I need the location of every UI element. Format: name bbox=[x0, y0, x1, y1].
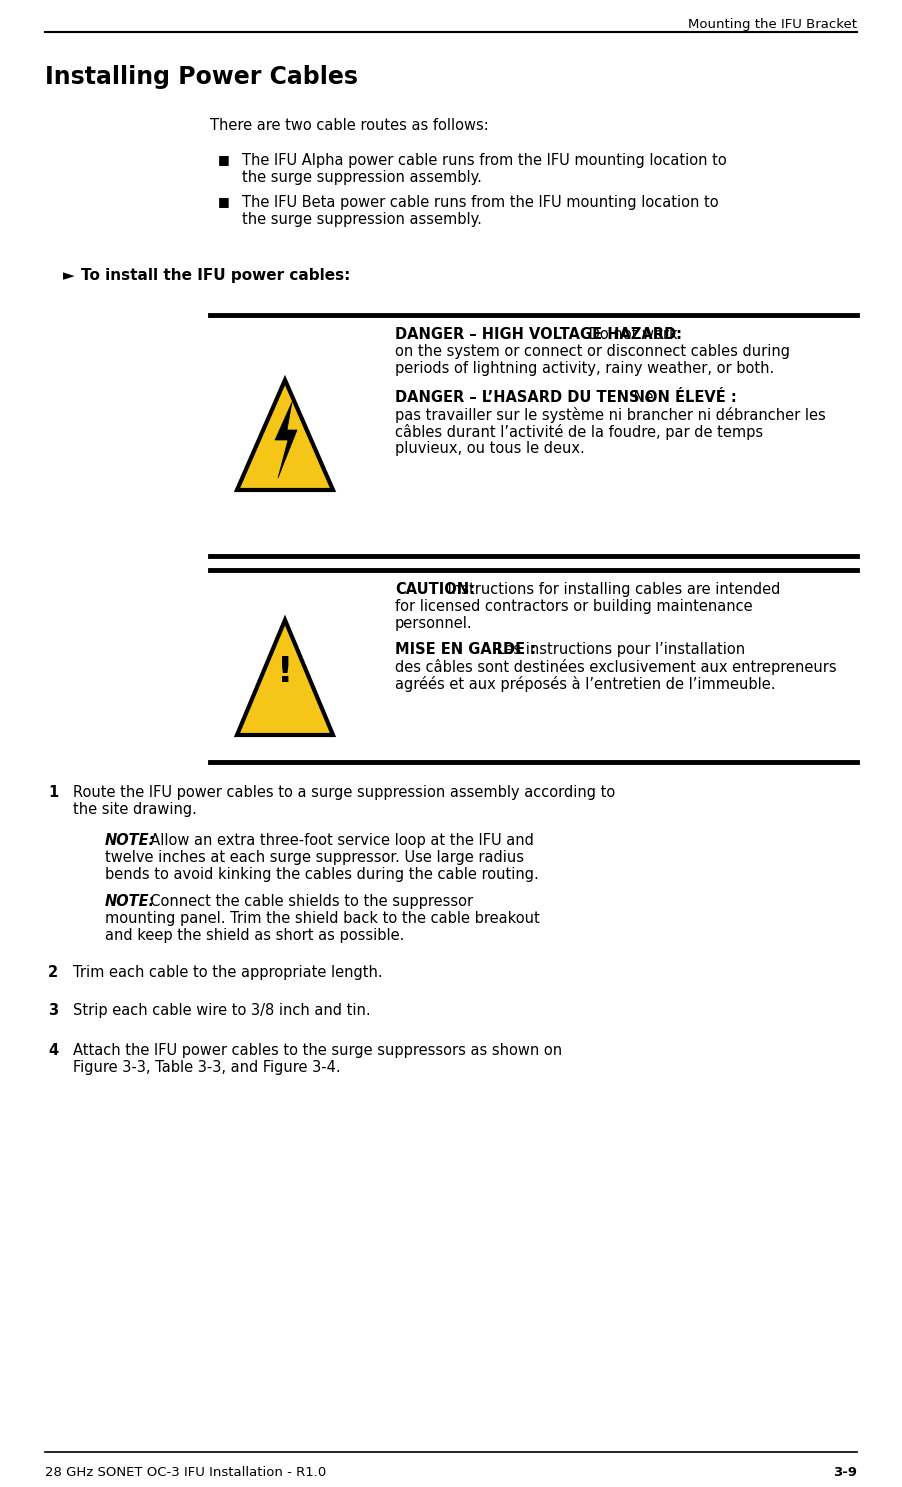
Text: Allow an extra three-foot service loop at the IFU and: Allow an extra three-foot service loop a… bbox=[141, 833, 534, 848]
Text: pas travailler sur le système ni brancher ni débrancher les: pas travailler sur le système ni branche… bbox=[395, 407, 825, 422]
Text: There are two cable routes as follows:: There are two cable routes as follows: bbox=[210, 117, 489, 132]
Text: 1: 1 bbox=[48, 785, 59, 800]
Text: 28 GHz SONET OC-3 IFU Installation - R1.0: 28 GHz SONET OC-3 IFU Installation - R1.… bbox=[45, 1466, 327, 1480]
Text: 2: 2 bbox=[48, 965, 58, 980]
Text: pluvieux, ou tous le deux.: pluvieux, ou tous le deux. bbox=[395, 442, 584, 457]
Text: The IFU Beta power cable runs from the IFU mounting location to: The IFU Beta power cable runs from the I… bbox=[242, 195, 719, 210]
Text: Do not work: Do not work bbox=[584, 327, 677, 342]
Text: ■: ■ bbox=[218, 195, 230, 208]
Text: Ne: Ne bbox=[629, 390, 654, 404]
Text: DANGER – HIGH VOLTAGE HAZARD:: DANGER – HIGH VOLTAGE HAZARD: bbox=[395, 327, 682, 342]
Polygon shape bbox=[237, 381, 333, 491]
Text: ■: ■ bbox=[218, 153, 230, 167]
Text: 3-9: 3-9 bbox=[833, 1466, 857, 1480]
Text: NOTE:: NOTE: bbox=[105, 894, 155, 909]
Text: Figure 3-3, Table 3-3, and Figure 3-4.: Figure 3-3, Table 3-3, and Figure 3-4. bbox=[73, 1060, 341, 1075]
Text: the surge suppression assembly.: the surge suppression assembly. bbox=[242, 170, 482, 184]
Text: the surge suppression assembly.: the surge suppression assembly. bbox=[242, 213, 482, 228]
Text: Connect the cable shields to the suppressor: Connect the cable shields to the suppres… bbox=[141, 894, 474, 909]
Text: The IFU Alpha power cable runs from the IFU mounting location to: The IFU Alpha power cable runs from the … bbox=[242, 153, 727, 168]
Polygon shape bbox=[275, 401, 297, 477]
Text: Attach the IFU power cables to the surge suppressors as shown on: Attach the IFU power cables to the surge… bbox=[73, 1042, 562, 1057]
Text: câbles durant l’activité de la foudre, par de temps: câbles durant l’activité de la foudre, p… bbox=[395, 424, 763, 440]
Text: for licensed contractors or building maintenance: for licensed contractors or building mai… bbox=[395, 599, 752, 614]
Text: CAUTION:: CAUTION: bbox=[395, 581, 475, 596]
Text: the site drawing.: the site drawing. bbox=[73, 801, 197, 816]
Text: Installing Power Cables: Installing Power Cables bbox=[45, 65, 358, 89]
Text: To install the IFU power cables:: To install the IFU power cables: bbox=[81, 268, 350, 283]
Text: Les instructions pour l’installation: Les instructions pour l’installation bbox=[492, 642, 746, 657]
Text: Mounting the IFU Bracket: Mounting the IFU Bracket bbox=[688, 18, 857, 31]
Text: Trim each cable to the appropriate length.: Trim each cable to the appropriate lengt… bbox=[73, 965, 382, 980]
Text: Route the IFU power cables to a surge suppression assembly according to: Route the IFU power cables to a surge su… bbox=[73, 785, 615, 800]
Polygon shape bbox=[237, 620, 333, 735]
Text: !: ! bbox=[277, 656, 293, 690]
Text: MISE EN GARDE :: MISE EN GARDE : bbox=[395, 642, 536, 657]
Text: Strip each cable wire to 3/8 inch and tin.: Strip each cable wire to 3/8 inch and ti… bbox=[73, 1004, 371, 1019]
Text: mounting panel. Trim the shield back to the cable breakout: mounting panel. Trim the shield back to … bbox=[105, 912, 539, 926]
Text: personnel.: personnel. bbox=[395, 616, 473, 630]
Text: twelve inches at each surge suppressor. Use large radius: twelve inches at each surge suppressor. … bbox=[105, 851, 524, 865]
Text: DANGER – L’HASARD DU TENSION ÉLEVÉ :: DANGER – L’HASARD DU TENSION ÉLEVÉ : bbox=[395, 390, 737, 404]
Text: bends to avoid kinking the cables during the cable routing.: bends to avoid kinking the cables during… bbox=[105, 867, 538, 882]
Text: Instructions for installing cables are intended: Instructions for installing cables are i… bbox=[443, 581, 780, 596]
Text: agréés et aux préposés à l’entretien de l’immeuble.: agréés et aux préposés à l’entretien de … bbox=[395, 677, 776, 691]
Text: 3: 3 bbox=[48, 1004, 58, 1019]
Text: NOTE:: NOTE: bbox=[105, 833, 155, 848]
Text: des câbles sont destinées exclusivement aux entrepreneurs: des câbles sont destinées exclusivement … bbox=[395, 659, 837, 675]
Text: and keep the shield as short as possible.: and keep the shield as short as possible… bbox=[105, 928, 404, 943]
Text: ►: ► bbox=[63, 268, 75, 283]
Text: on the system or connect or disconnect cables during: on the system or connect or disconnect c… bbox=[395, 343, 790, 358]
Text: 4: 4 bbox=[48, 1042, 58, 1057]
Text: periods of lightning activity, rainy weather, or both.: periods of lightning activity, rainy wea… bbox=[395, 361, 774, 376]
